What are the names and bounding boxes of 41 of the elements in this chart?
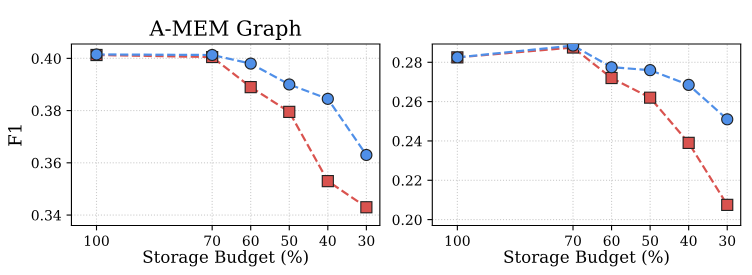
y-tick-label: 0.38: [32, 106, 61, 116]
y-axis-title: F1: [8, 125, 22, 146]
y-tick-label: 0.20: [392, 214, 422, 226]
x-axis-title: Storage Budget (%): [504, 250, 669, 266]
x-tick-label: 50: [642, 235, 658, 246]
x-tick-label: 100: [84, 235, 109, 246]
point: [605, 72, 618, 84]
y-tick-label: 0.28: [392, 57, 422, 68]
point: [322, 92, 334, 105]
point: [244, 57, 257, 70]
x-axis-title: Storage Budget (%): [144, 250, 308, 266]
point: [682, 78, 695, 92]
x-tick-label: 70: [565, 235, 581, 246]
point: [244, 80, 257, 94]
point: [644, 64, 656, 76]
x-tick-label: 100: [446, 235, 470, 246]
point: [721, 198, 734, 211]
y-tick-label: 0.22: [392, 175, 422, 186]
point: [322, 174, 334, 188]
x-tick-label: 50: [282, 235, 298, 246]
chart-title: A-MEM Graph: [149, 20, 302, 40]
y-tick-label: 0.24: [392, 136, 422, 146]
y-tick-label: 0.26: [392, 96, 422, 108]
y-tick-label: 0.40: [32, 53, 61, 64]
x-tick-label: 30: [719, 235, 736, 246]
point: [644, 92, 656, 104]
x-tick-label: 60: [604, 235, 620, 246]
point: [283, 106, 296, 118]
point: [682, 136, 695, 150]
point: [721, 113, 734, 126]
x-tick-label: 40: [319, 235, 336, 246]
x-tick-label: 70: [204, 235, 220, 246]
point: [360, 148, 372, 162]
point: [360, 201, 372, 214]
y-tick-label: 0.36: [32, 158, 61, 168]
x-tick-label: 40: [680, 235, 697, 246]
point: [605, 61, 618, 74]
x-tick-label: 60: [242, 235, 259, 246]
x-tick-label: 30: [358, 235, 374, 246]
point: [283, 78, 296, 91]
y-tick-label: 0.34: [32, 210, 62, 221]
